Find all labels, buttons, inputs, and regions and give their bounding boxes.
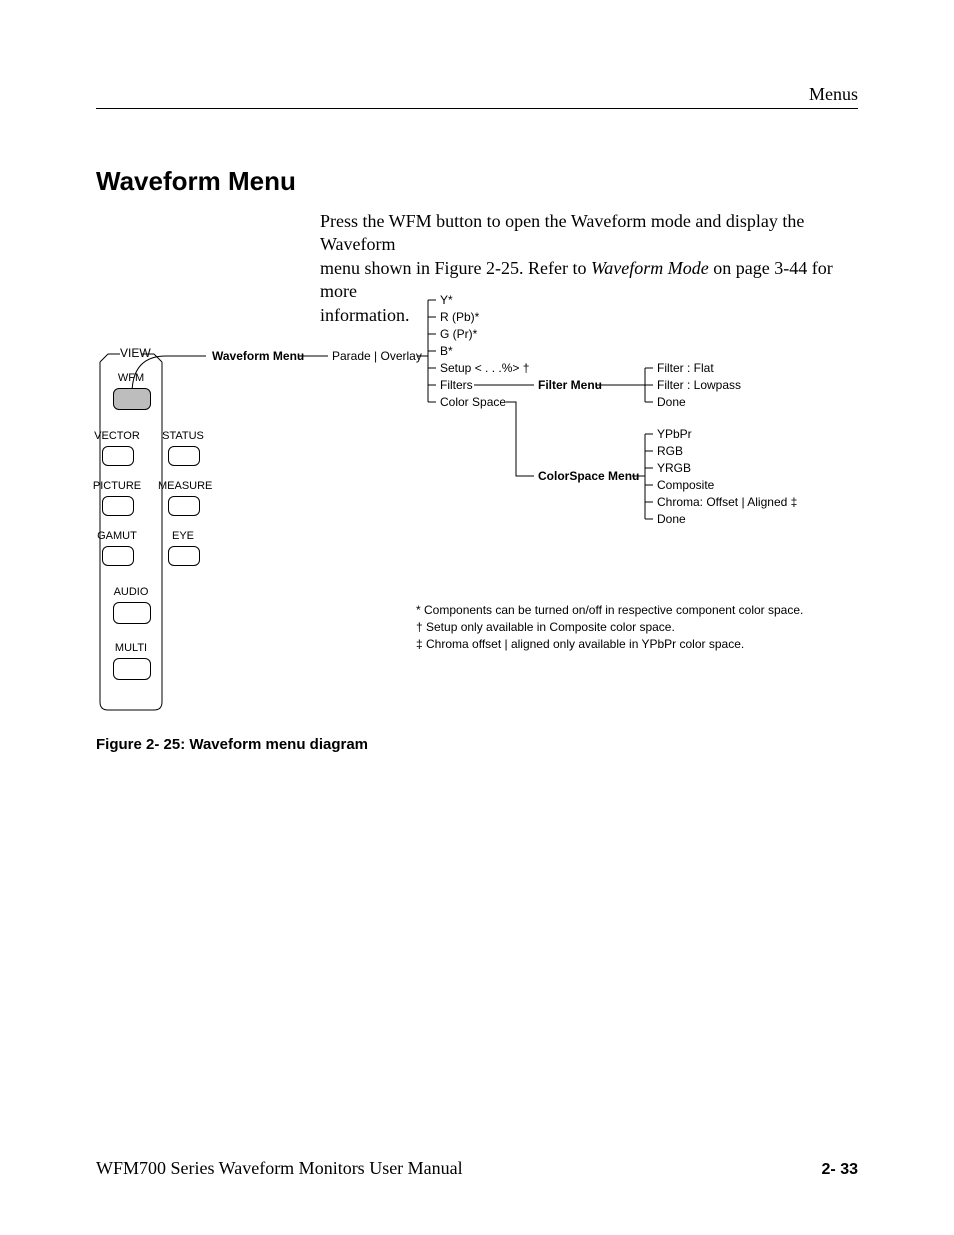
footnote-3: ‡ Chroma offset | aligned only available… — [416, 636, 803, 653]
picture-button-label: PICTURE — [92, 480, 142, 492]
audio-button-label: AUDIO — [106, 586, 156, 598]
status-button-label: STATUS — [158, 430, 208, 442]
header-section: Menus — [809, 84, 858, 105]
parade-overlay-node: Parade | Overlay — [332, 349, 422, 363]
cs-done: Done — [657, 512, 686, 526]
filter-flat: Filter : Flat — [657, 361, 714, 375]
cs-composite: Composite — [657, 478, 714, 492]
opt-b: B* — [440, 344, 453, 358]
intro-line2a: menu shown in Figure 2-25. Refer to — [320, 258, 591, 278]
status-button[interactable] — [168, 446, 200, 466]
eye-button-label: EYE — [158, 530, 208, 542]
multi-button-label: MULTI — [106, 642, 156, 654]
footnote-2: † Setup only available in Composite colo… — [416, 619, 803, 636]
audio-button[interactable] — [113, 602, 151, 624]
opt-rpb: R (Pb)* — [440, 310, 479, 324]
figure-caption: Figure 2- 25: Waveform menu diagram — [96, 736, 368, 753]
opt-setup: Setup < . . .%> † — [440, 361, 529, 375]
measure-button-label: MEASURE — [158, 480, 208, 492]
footnote-1: * Components can be turned on/off in res… — [416, 602, 803, 619]
opt-filters: Filters — [440, 378, 473, 392]
filter-menu-node: Filter Menu — [538, 378, 602, 392]
vector-button[interactable] — [102, 446, 134, 466]
colorspace-menu-node: ColorSpace Menu — [538, 469, 639, 483]
gamut-button-label: GAMUT — [92, 530, 142, 542]
cs-rgb: RGB — [657, 444, 683, 458]
vector-button-label: VECTOR — [92, 430, 142, 442]
footer-page-number: 2- 33 — [822, 1161, 858, 1179]
eye-button[interactable] — [168, 546, 200, 566]
intro-line1: Press the WFM button to open the Wavefor… — [320, 211, 804, 254]
picture-button[interactable] — [102, 496, 134, 516]
intro-italic: Waveform Mode — [591, 258, 709, 278]
footer-manual-title: WFM700 Series Waveform Monitors User Man… — [96, 1158, 463, 1179]
cs-yrgb: YRGB — [657, 461, 691, 475]
multi-button[interactable] — [113, 658, 151, 680]
filter-lowpass: Filter : Lowpass — [657, 378, 741, 392]
waveform-menu-node: Waveform Menu — [212, 349, 304, 363]
filter-done: Done — [657, 395, 686, 409]
header-rule — [96, 108, 858, 109]
diagram-footnotes: * Components can be turned on/off in res… — [416, 602, 803, 652]
wfm-button[interactable] — [113, 388, 151, 410]
opt-colorspace: Color Space — [440, 395, 506, 409]
opt-gpr: G (Pr)* — [440, 327, 477, 341]
cs-ypbpr: YPbPr — [657, 427, 692, 441]
page-title: Waveform Menu — [96, 166, 296, 197]
gamut-button[interactable] — [102, 546, 134, 566]
menu-diagram: VIEW WFM VECTOR STATUS PICTURE MEASURE G… — [96, 296, 858, 716]
measure-button[interactable] — [168, 496, 200, 516]
view-label: VIEW — [120, 346, 151, 360]
cs-chroma: Chroma: Offset | Aligned ‡ — [657, 495, 797, 509]
opt-y: Y* — [440, 293, 453, 307]
wfm-button-label: WFM — [106, 372, 156, 384]
